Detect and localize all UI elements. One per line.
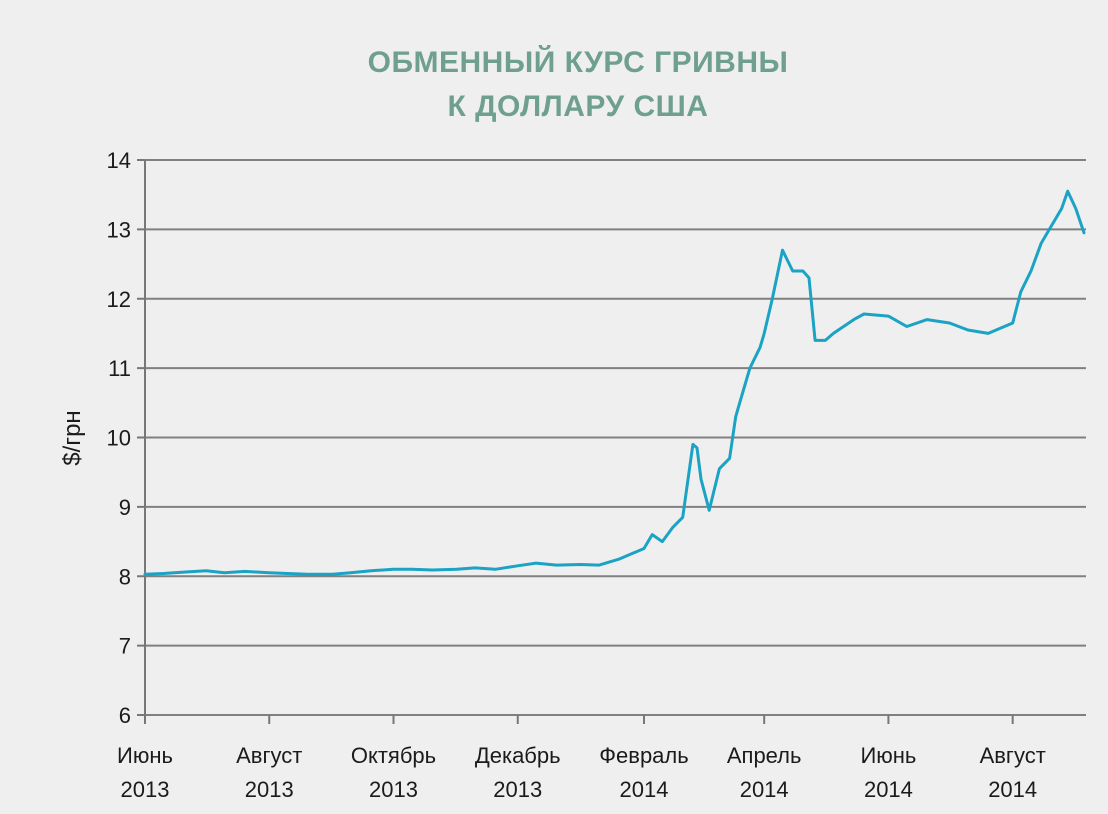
data-point-20 xyxy=(555,564,558,566)
y-tick-label-11: 11 xyxy=(108,356,131,381)
x-tick-label-month-7: Август xyxy=(980,743,1046,768)
data-point-27 xyxy=(671,526,674,529)
data-point-42 xyxy=(791,270,794,272)
x-tick-label-year-6: 2014 xyxy=(864,777,913,802)
data-point-33 xyxy=(718,467,721,470)
data-point-45 xyxy=(814,339,816,342)
data-point-6 xyxy=(268,571,271,574)
x-tick-label-year-4: 2014 xyxy=(620,777,669,802)
data-point-31 xyxy=(700,478,702,480)
plot-area: 6 7 8 9 10 11 12 13 14 Июнь 2013 Август 2013 Октябрь 2… xyxy=(107,148,1086,802)
y-tick-label-9: 9 xyxy=(119,495,131,520)
data-point-41 xyxy=(781,249,784,251)
data-point-58 xyxy=(1020,291,1022,293)
data-point-29 xyxy=(692,443,694,446)
data-point-5 xyxy=(244,570,246,573)
data-point-24 xyxy=(643,547,645,550)
data-point-43 xyxy=(802,270,804,272)
data-point-62 xyxy=(1060,207,1063,210)
data-point-2 xyxy=(182,571,185,573)
x-tick-label-month-0: Июнь xyxy=(117,743,173,768)
x-tick-label-month-5: Апрель xyxy=(727,743,802,768)
data-point-63 xyxy=(1066,190,1069,193)
data-point-60 xyxy=(1040,242,1042,245)
x-tick-label-year-1: 2013 xyxy=(245,777,294,802)
x-tick-label-year-7: 2014 xyxy=(988,777,1037,802)
y-tick-label-7: 7 xyxy=(119,634,131,659)
data-point-4 xyxy=(223,571,226,574)
data-point-12 xyxy=(392,568,395,571)
data-point-10 xyxy=(349,571,352,574)
data-point-1 xyxy=(162,572,165,575)
chart-title-line-1: ОБМЕННЫЙ КУРС ГРИВНЫ xyxy=(368,45,789,79)
data-point-7 xyxy=(286,572,289,575)
chart-title-line-2: К ДОЛЛАРУ США xyxy=(448,90,709,123)
x-tick-label-year-5: 2014 xyxy=(740,777,789,802)
x-tick-label-month-1: Август xyxy=(236,743,302,768)
data-point-52 xyxy=(905,325,908,328)
data-point-0 xyxy=(144,573,146,575)
data-point-61 xyxy=(1050,225,1053,227)
data-point-21 xyxy=(580,563,582,566)
data-point-37 xyxy=(749,367,751,369)
data-point-30 xyxy=(696,447,698,449)
data-point-3 xyxy=(205,569,207,572)
data-point-16 xyxy=(474,567,476,569)
series-line-usd-uah xyxy=(143,189,1086,576)
data-point-8 xyxy=(307,573,309,575)
y-axis-label: $/грн xyxy=(59,410,86,465)
data-point-46 xyxy=(824,339,827,342)
data-point-14 xyxy=(431,569,433,571)
x-tick-label-month-3: Декабрь xyxy=(475,743,561,768)
data-point-23 xyxy=(618,558,621,560)
data-point-11 xyxy=(370,569,372,572)
y-tick-label-12: 12 xyxy=(107,287,131,312)
y-tick-label-8: 8 xyxy=(119,564,131,589)
x-tick-label-month-6: Июнь xyxy=(860,743,916,768)
y-tick-label-6: 6 xyxy=(119,703,131,728)
data-point-59 xyxy=(1030,270,1032,272)
x-tick-label-year-0: 2013 xyxy=(121,777,170,802)
y-tick-label-10: 10 xyxy=(107,426,131,451)
data-point-47 xyxy=(832,332,835,335)
data-point-9 xyxy=(331,573,334,575)
data-point-34 xyxy=(728,457,731,460)
data-point-51 xyxy=(887,315,890,317)
data-point-49 xyxy=(853,318,855,321)
data-point-65 xyxy=(1083,232,1085,234)
data-point-40 xyxy=(771,297,774,300)
data-point-17 xyxy=(494,568,497,571)
y-tick-label-13: 13 xyxy=(107,217,131,242)
data-point-55 xyxy=(967,329,969,331)
y-tick-label-14: 14 xyxy=(107,148,131,173)
data-point-56 xyxy=(987,332,990,335)
x-tick-label-month-2: Октябрь xyxy=(351,743,436,768)
data-point-25 xyxy=(651,533,653,536)
data-point-53 xyxy=(926,318,928,321)
data-point-35 xyxy=(734,415,737,418)
data-point-54 xyxy=(948,322,951,324)
x-tick-label-year-3: 2013 xyxy=(493,777,542,802)
data-point-22 xyxy=(598,564,601,566)
data-point-19 xyxy=(535,562,537,564)
data-point-28 xyxy=(681,516,684,519)
data-point-32 xyxy=(708,509,710,512)
data-point-57 xyxy=(1011,322,1014,324)
data-point-18 xyxy=(516,565,519,567)
data-point-36 xyxy=(738,402,741,404)
data-point-39 xyxy=(763,332,765,335)
x-tick-label-month-4: Февраль xyxy=(599,743,688,768)
data-point-50 xyxy=(863,313,865,315)
data-point-44 xyxy=(808,277,810,279)
data-point-13 xyxy=(411,568,413,571)
data-point-15 xyxy=(455,568,458,571)
x-tick-label-year-2: 2013 xyxy=(369,777,418,802)
data-point-64 xyxy=(1075,207,1077,210)
data-point-26 xyxy=(661,540,664,543)
data-point-38 xyxy=(759,346,761,349)
data-point-48 xyxy=(842,325,845,328)
